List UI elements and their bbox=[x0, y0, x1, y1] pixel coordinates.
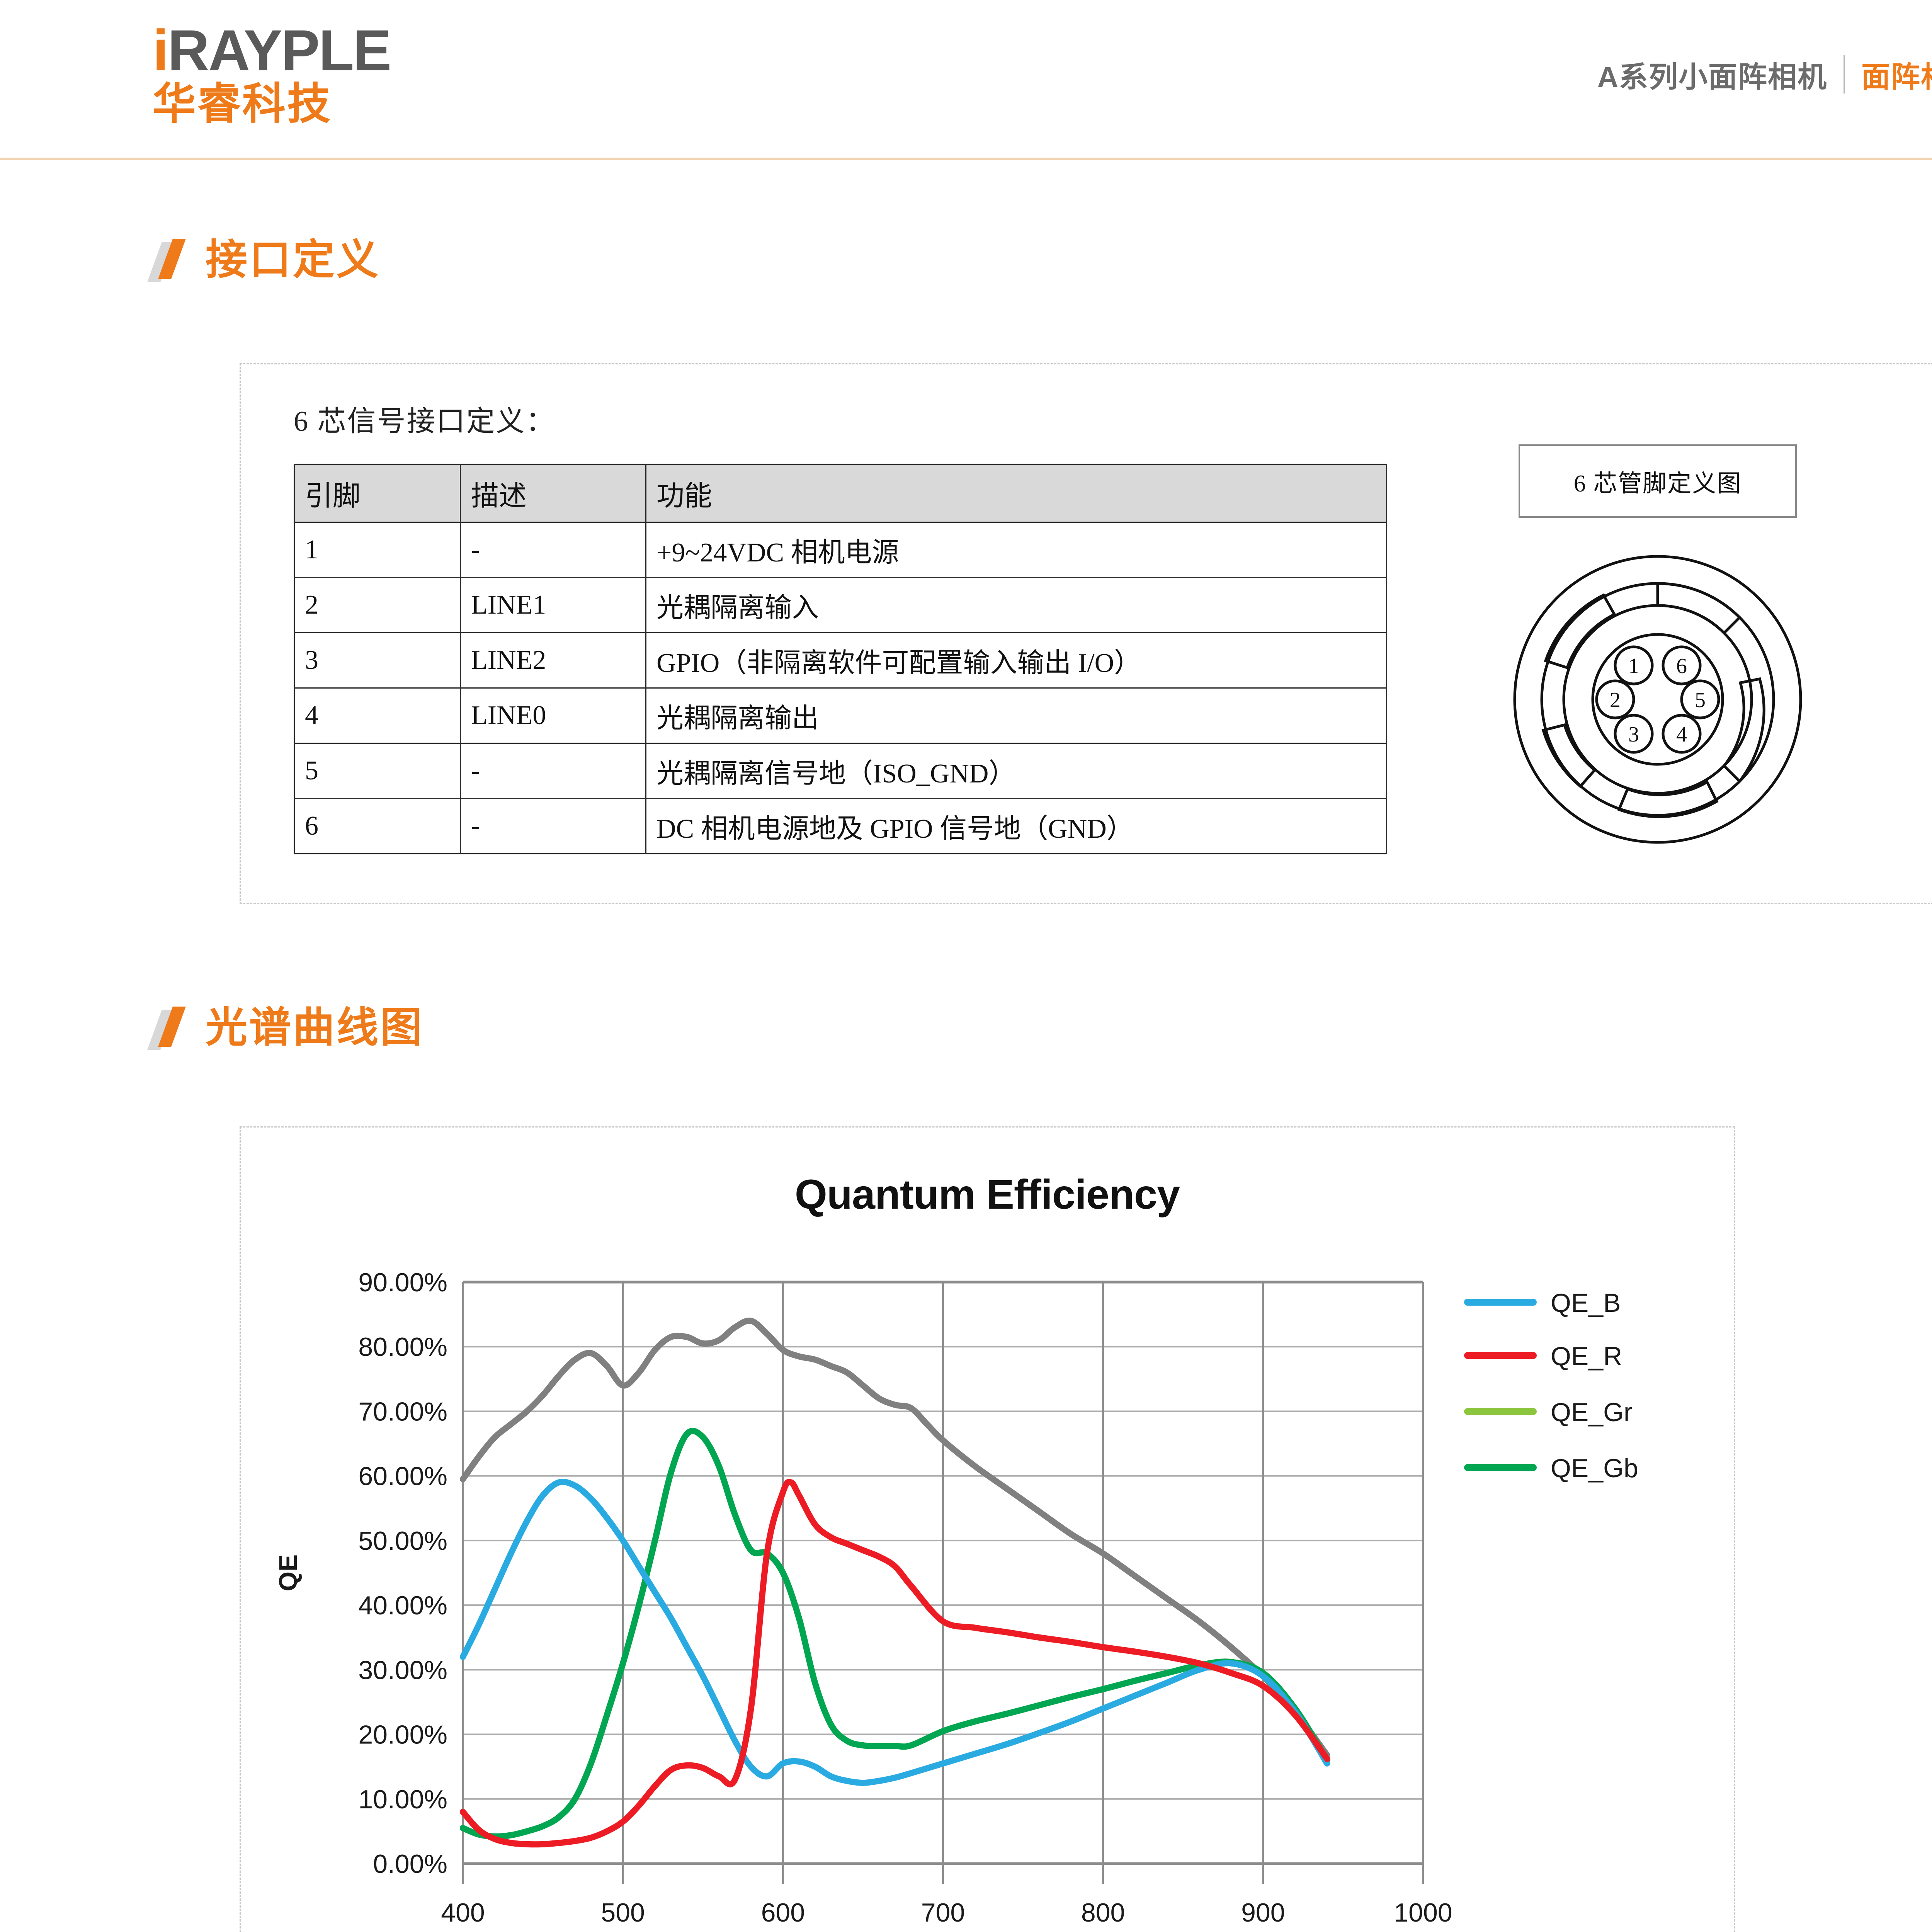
cell-pin: 3 bbox=[294, 632, 461, 689]
x-axis-tick-label: 900 bbox=[1241, 1898, 1285, 1927]
cell-function: 光耦隔离输出 bbox=[645, 687, 1387, 744]
x-axis-tick-label: 500 bbox=[601, 1898, 645, 1927]
x-axis-tick-label: 1000 bbox=[1394, 1898, 1452, 1927]
page-header: iRAYPLE 华睿科技 A系列小面阵相机 面阵相机 03 bbox=[0, 0, 1932, 160]
y-axis-tick-label: 70.00% bbox=[358, 1397, 447, 1426]
slash-accent-icon bbox=[147, 239, 189, 282]
cell-function: GPIO（非隔离软件可配置输入输出 I/O） bbox=[645, 632, 1387, 689]
pin-number-6: 6 bbox=[1676, 654, 1687, 678]
legend-label-qe-b: QE_B bbox=[1551, 1288, 1621, 1318]
y-axis-tick-label: 40.00% bbox=[358, 1591, 447, 1620]
table-row: 6- DC 相机电源地及 GPIO 信号地（GND） bbox=[294, 798, 1387, 854]
y-axis-tick-label: 20.00% bbox=[358, 1720, 447, 1750]
section-title-interface: 接口定义 bbox=[206, 236, 381, 283]
column-header-desc: 描述 bbox=[460, 464, 646, 523]
pin-number-4: 4 bbox=[1676, 723, 1687, 747]
pin-number-3: 3 bbox=[1628, 723, 1639, 747]
series-line-qe-r bbox=[460, 1479, 1330, 1848]
cell-pin: 1 bbox=[294, 522, 461, 578]
legend-label-qe-gr: QE_Gr bbox=[1551, 1398, 1633, 1427]
table-header-row: 引脚 描述 功能 bbox=[294, 464, 1387, 523]
y-axis-tick-label: 50.00% bbox=[358, 1526, 447, 1556]
pin-number-5: 5 bbox=[1695, 688, 1706, 712]
section-heading-spectral: 光谱曲线图 bbox=[147, 1004, 424, 1051]
header-separator bbox=[1843, 55, 1845, 94]
cell-desc: - bbox=[460, 743, 646, 799]
connector-pinout-diagram: 1 6 2 5 3 4 bbox=[1513, 555, 1802, 844]
cell-desc: LINE2 bbox=[460, 632, 646, 689]
y-axis-tick-label: 60.00% bbox=[358, 1462, 447, 1491]
table-row: 3 LINE2 GPIO（非隔离软件可配置输入输出 I/O） bbox=[294, 632, 1387, 689]
y-axis-tick-label: 90.00% bbox=[358, 1268, 447, 1297]
x-axis-tick-label: 800 bbox=[1081, 1898, 1125, 1927]
header-category-label: 面阵相机 bbox=[1861, 60, 1932, 93]
cell-function: +9~24VDC 相机电源 bbox=[645, 522, 1387, 578]
cell-pin: 4 bbox=[294, 687, 461, 744]
section-heading-interface: 接口定义 bbox=[147, 236, 381, 283]
logo-letter-i: i bbox=[153, 18, 169, 83]
y-axis-tick-label: 0.00% bbox=[373, 1849, 447, 1879]
cell-desc: - bbox=[460, 522, 646, 578]
cell-desc: LINE0 bbox=[460, 687, 646, 744]
quantum-efficiency-chart: 0.00% 10.00% 20.00% 30.00% 40.00% 50.00% 60.00… bbox=[274, 1268, 1638, 1927]
x-axis-tick-label: 400 bbox=[441, 1898, 485, 1927]
series-line-qe-gb bbox=[460, 1428, 1330, 1840]
x-axis-tick-label: 700 bbox=[921, 1898, 965, 1927]
slash-accent-icon-2 bbox=[147, 1007, 189, 1050]
logo-chinese-name: 华睿科技 bbox=[153, 80, 332, 128]
cell-function: 光耦隔离信号地（ISO_GND） bbox=[645, 743, 1387, 799]
table-row: 4 LINE0 光耦隔离输出 bbox=[294, 687, 1387, 744]
connector-diagram-label: 6 芯管脚定义图 bbox=[1519, 444, 1797, 518]
y-axis-tick-label: 80.00% bbox=[358, 1332, 447, 1362]
y-axis-tick-label: 30.00% bbox=[358, 1655, 447, 1685]
brand-logo: iRAYPLE 华睿科技 bbox=[153, 21, 431, 126]
table-row: 2 LINE1 光耦隔离输入 bbox=[294, 577, 1387, 633]
spectral-chart-panel: Quantum Efficiency 0.00% 10.00% 20.00% 30.0… bbox=[240, 1126, 1735, 1932]
legend-label-qe-gb: QE_Gb bbox=[1551, 1454, 1638, 1483]
cell-function: DC 相机电源地及 GPIO 信号地（GND） bbox=[645, 798, 1387, 854]
cell-pin: 5 bbox=[294, 743, 461, 799]
logo-letter-rest: RAYPLE bbox=[167, 18, 392, 83]
header-breadcrumb: A系列小面阵相机 面阵相机 03 bbox=[1597, 36, 1932, 113]
cell-pin: 6 bbox=[294, 798, 461, 854]
chart-title: Quantum Efficiency bbox=[794, 1171, 1180, 1218]
pin-definition-table: 引脚 描述 功能 1- +9~24VDC 相机电源 2 LINE1 光耦隔离输入 3 LIN… bbox=[294, 464, 1387, 854]
x-axis-tick-label: 600 bbox=[761, 1898, 805, 1927]
header-series-label: A系列小面阵相机 bbox=[1597, 60, 1827, 93]
cell-function: 光耦隔离输入 bbox=[645, 577, 1387, 633]
header-divider-rule bbox=[0, 158, 1932, 160]
column-header-pin: 引脚 bbox=[294, 464, 461, 523]
y-axis-title: QE bbox=[274, 1554, 302, 1591]
legend-label-qe-r: QE_R bbox=[1551, 1342, 1622, 1371]
logo-wordmark: iRAYPLE bbox=[153, 21, 431, 79]
series-line-mono bbox=[460, 1317, 1330, 1759]
cell-desc: - bbox=[460, 798, 646, 854]
y-axis-tick-label: 10.00% bbox=[358, 1785, 447, 1814]
series-line-qe-b bbox=[460, 1478, 1330, 1786]
cell-pin: 2 bbox=[294, 577, 461, 633]
pin-number-2: 2 bbox=[1610, 688, 1621, 712]
section-title-spectral: 光谱曲线图 bbox=[206, 1004, 424, 1051]
table-caption: 6 芯信号接口定义： bbox=[294, 406, 556, 437]
table-row: 1- +9~24VDC 相机电源 bbox=[294, 522, 1387, 578]
column-header-function: 功能 bbox=[645, 464, 1387, 523]
table-row: 5- 光耦隔离信号地（ISO_GND） bbox=[294, 743, 1387, 799]
pin-number-1: 1 bbox=[1628, 654, 1639, 678]
cell-desc: LINE1 bbox=[460, 577, 646, 633]
